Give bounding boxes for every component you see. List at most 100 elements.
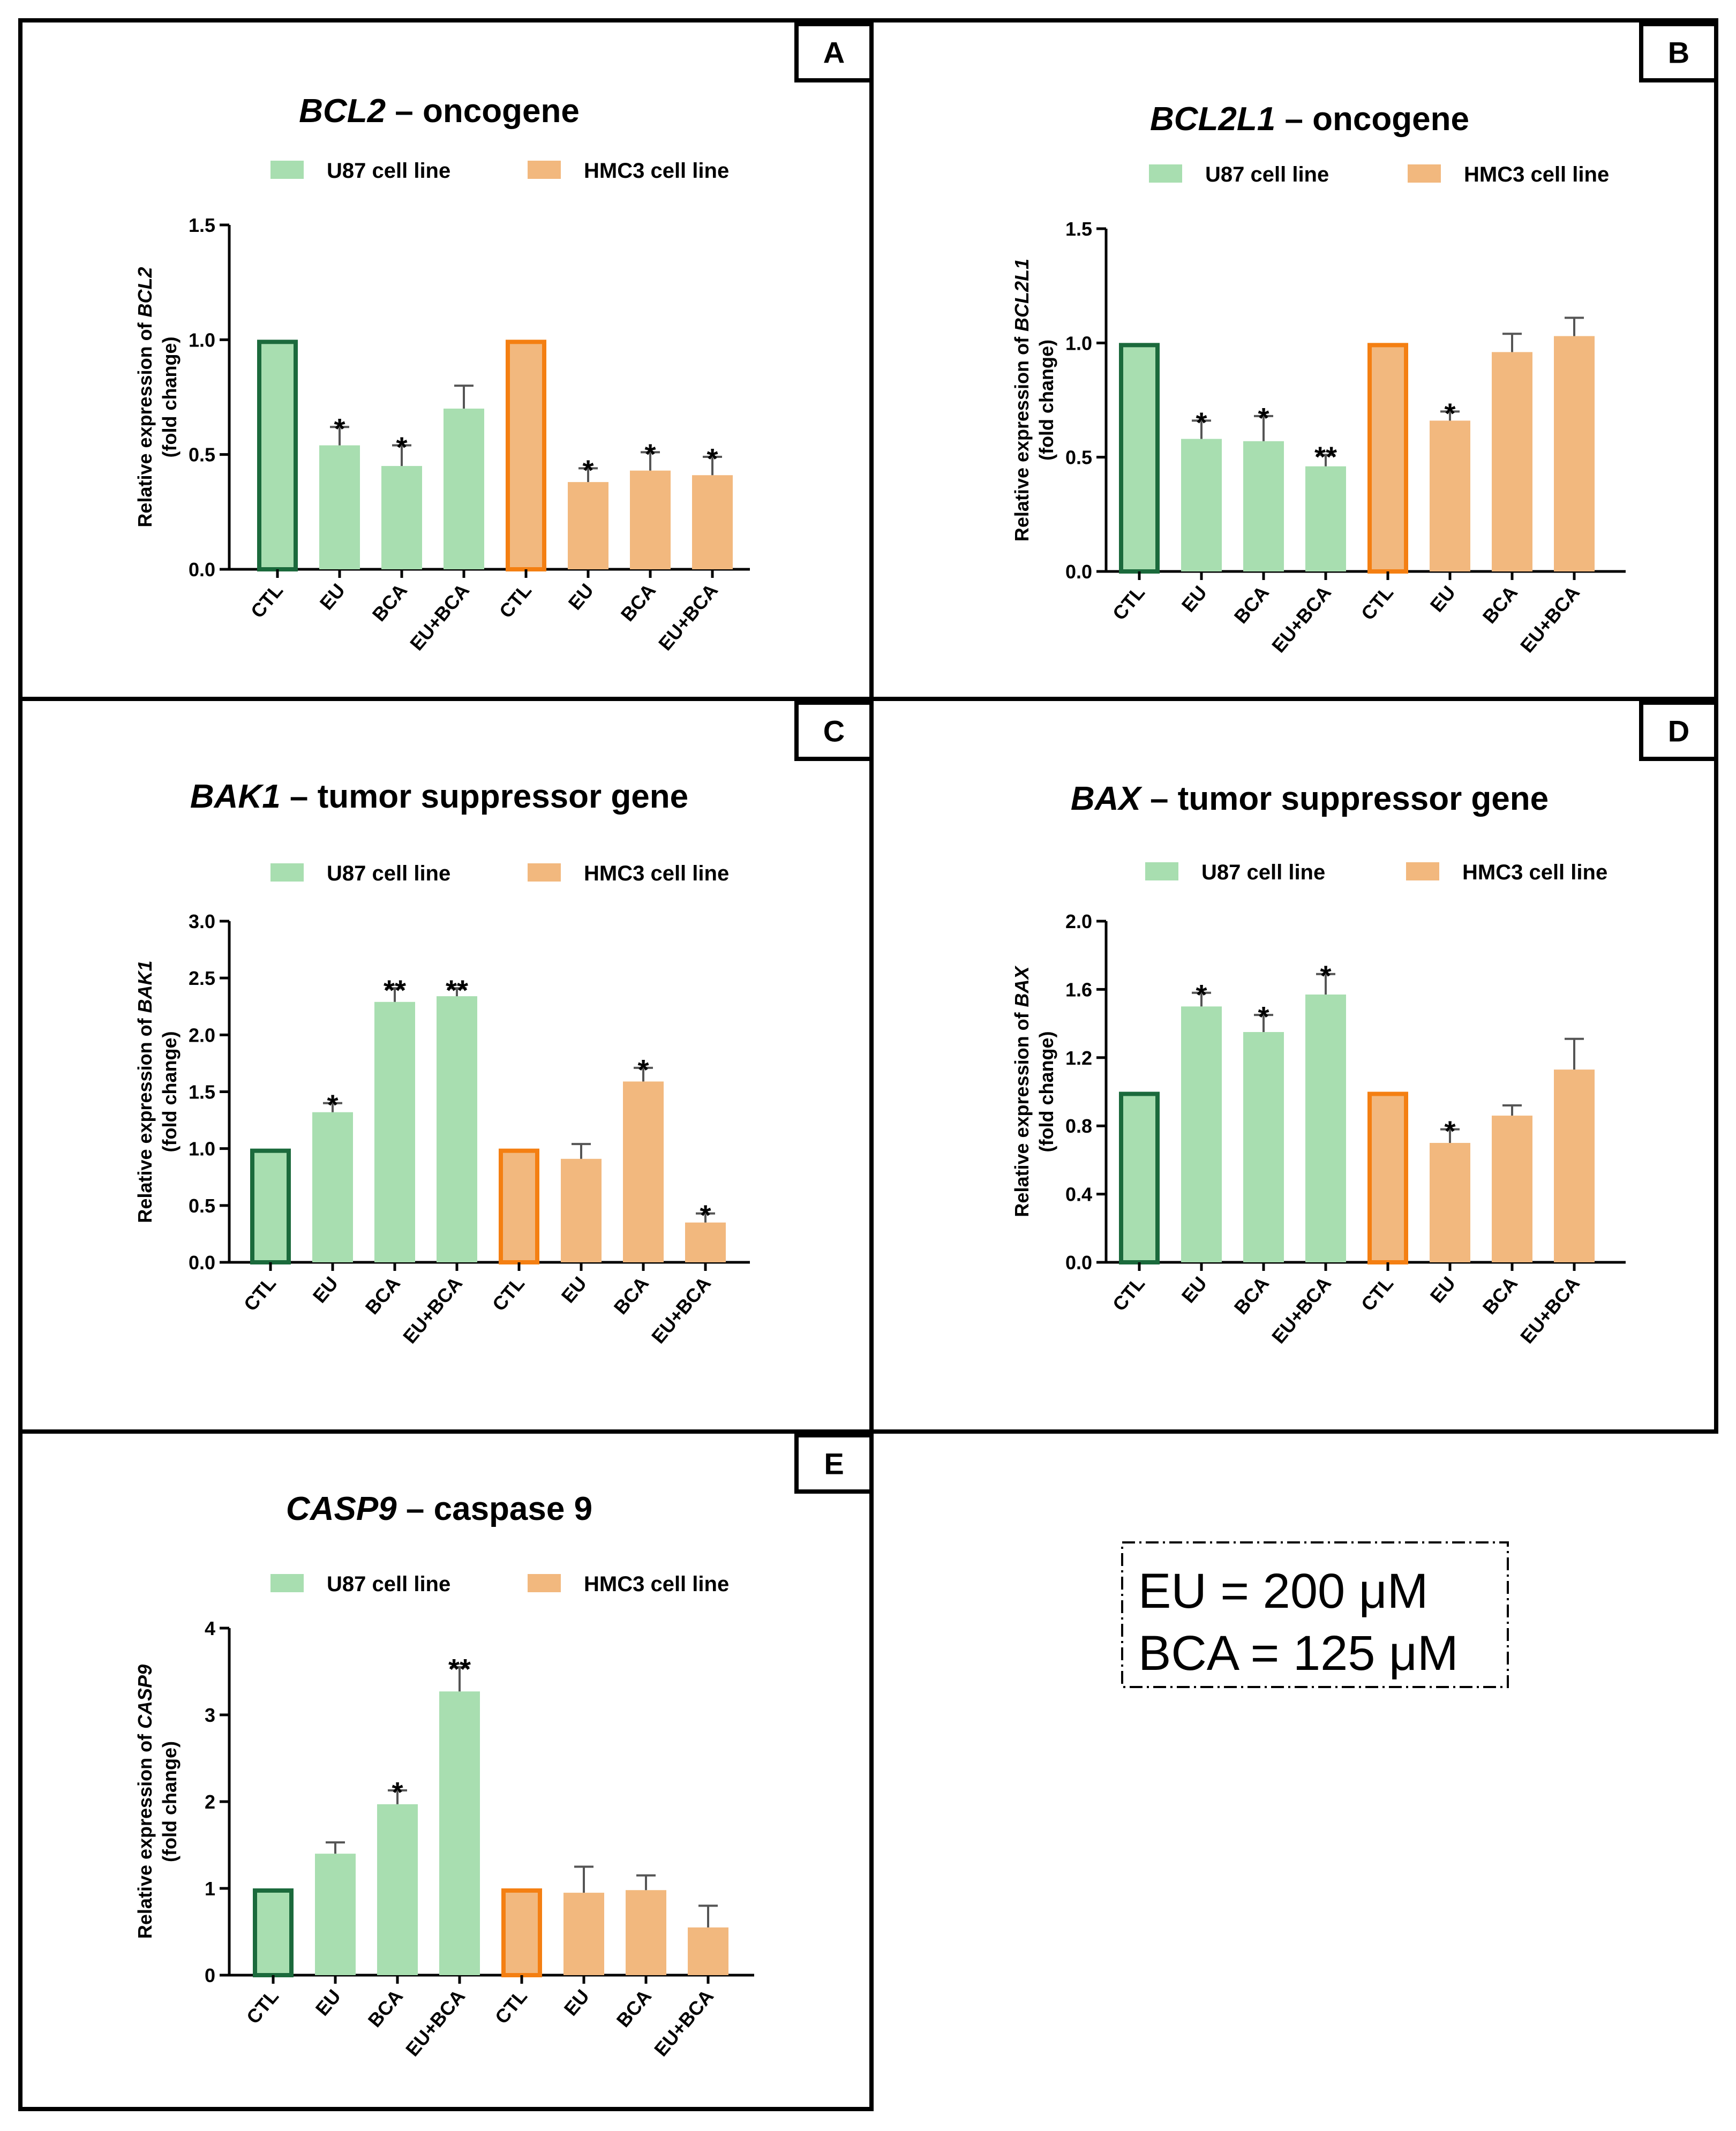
- legend-hmc3-swatch: [528, 161, 561, 179]
- significance-marker: *: [1196, 406, 1207, 439]
- legend-hmc3-label: HMC3 cell line: [584, 862, 729, 885]
- legend-u87: U87 cell line: [1145, 861, 1325, 884]
- y-tick-label: 0.4: [1065, 1184, 1092, 1206]
- y-axis-label-line2: (fold change): [1035, 1031, 1057, 1153]
- panel-letter-box: [794, 22, 874, 82]
- legend-u87-label: U87 cell line: [1201, 861, 1325, 884]
- bar-u87-bca: [377, 1804, 418, 1975]
- bar-hmc3-eu-bca: [1554, 336, 1595, 571]
- bar-hmc3-ctl: [501, 1888, 542, 1977]
- y-axis-label-line2: (fold change): [159, 337, 181, 458]
- legend-hmc3-swatch: [1408, 164, 1441, 183]
- chart-title-gene: BCL2: [299, 93, 386, 130]
- legend-u87-label: U87 cell line: [327, 1572, 450, 1596]
- panel-letter-box: [1639, 22, 1718, 82]
- y-axis-label-prefix: Relative expression of: [1011, 1007, 1033, 1217]
- bar-u87-bca: [1243, 1032, 1284, 1262]
- significance-marker: *: [1196, 979, 1207, 1011]
- chart-title-rest: – tumor suppressor gene: [281, 778, 688, 815]
- bar-hmc3-eu: [1430, 1143, 1470, 1262]
- legend-u87: U87 cell line: [270, 862, 450, 885]
- legend-hmc3-label: HMC3 cell line: [584, 159, 729, 183]
- y-axis-label-gene: CASP9: [134, 1665, 156, 1729]
- y-tick-label: 3.0: [189, 910, 215, 932]
- legend-u87-label: U87 cell line: [1205, 163, 1329, 186]
- bar-u87-eu-bca: [444, 408, 484, 569]
- chart-title-rest: – caspase 9: [397, 1490, 592, 1527]
- legend-u87: U87 cell line: [270, 1572, 450, 1596]
- bar-hmc3-ctl: [1367, 1091, 1408, 1264]
- legend-u87-label: U87 cell line: [327, 862, 450, 885]
- chart-title: CASP9 – caspase 9: [286, 1490, 592, 1527]
- chart-title: BAK1 – tumor suppressor gene: [190, 778, 688, 815]
- significance-marker: **: [448, 1653, 471, 1685]
- panel-letter: B: [1668, 36, 1689, 70]
- bar-u87-eu-bca: [1305, 994, 1346, 1262]
- y-tick-label: 0.0: [189, 559, 215, 581]
- bar-u87-eu-bca: [1305, 466, 1346, 571]
- bar-u87-eu: [319, 445, 360, 569]
- y-axis-label-prefix: Relative expression of: [134, 1729, 156, 1939]
- bar-u87-bca: [374, 1002, 415, 1262]
- y-tick-label: 1.2: [1065, 1047, 1092, 1069]
- concentration-note-box: [1121, 1541, 1509, 1688]
- bar-u87-eu-bca: [437, 996, 477, 1262]
- significance-marker: *: [637, 1054, 649, 1086]
- y-axis-label-prefix: Relative expression of: [134, 1013, 156, 1223]
- y-axis-label-line1: Relative expression of BAK1: [134, 960, 156, 1223]
- chart-title-gene: BAK1: [190, 778, 281, 815]
- significance-marker: *: [1258, 402, 1269, 434]
- panel-border: [869, 697, 1718, 1434]
- y-tick-label: 0.0: [1065, 1252, 1092, 1274]
- bar-u87-bca: [1243, 441, 1284, 571]
- bar-hmc3-eu-bca: [685, 1222, 726, 1262]
- panel-e: E CASP9 – caspase 9 U87 cell line HMC3 cell…: [18, 1429, 874, 2111]
- y-axis-label: Relative expression of BCL2(fold change): [134, 267, 181, 527]
- significance-marker: *: [1444, 1116, 1455, 1148]
- note-line-bca: BCA = 125 μM: [1138, 1626, 1459, 1681]
- y-axis-label-gene: BAX: [1011, 965, 1033, 1007]
- y-tick-label: 2.5: [189, 967, 215, 989]
- legend-hmc3: HMC3 cell line: [1406, 861, 1607, 884]
- y-axis-label-line1: Relative expression of BCL2: [134, 267, 156, 527]
- bar-u87-eu: [315, 1854, 356, 1975]
- bar-u87-bca: [381, 466, 422, 569]
- significance-marker: *: [1444, 397, 1455, 430]
- bar-u87-ctl: [250, 1148, 291, 1265]
- significance-marker: *: [392, 1776, 403, 1809]
- legend-u87-swatch: [1145, 862, 1178, 880]
- significance-marker: **: [446, 974, 468, 1006]
- y-tick-label: 4: [205, 1617, 215, 1639]
- panel-d: D BAX – tumor suppressor gene U87 cell lin…: [869, 697, 1718, 1434]
- concentration-note: EU = 200 μM BCA = 125 μM: [1121, 1541, 1509, 1688]
- bar-hmc3-bca: [626, 1890, 666, 1975]
- panel-letter: A: [823, 36, 845, 70]
- bar-u87-eu: [1181, 1006, 1222, 1262]
- y-tick-label: 2.0: [1065, 910, 1092, 932]
- bar-hmc3-ctl: [1367, 343, 1408, 574]
- chart-title-rest: – oncogene: [1275, 101, 1469, 138]
- chart-title-gene: CASP9: [286, 1490, 397, 1527]
- panel-border: [18, 1429, 874, 2111]
- bar-hmc3-bca: [630, 470, 671, 569]
- significance-marker: **: [384, 974, 406, 1006]
- panel-letter: D: [1668, 714, 1689, 748]
- bar-hmc3-eu: [561, 1158, 602, 1262]
- legend-u87-swatch: [270, 161, 304, 179]
- y-axis-label: Relative expression of CASP9(fold change…: [134, 1665, 181, 1939]
- legend-hmc3-label: HMC3 cell line: [584, 1572, 729, 1596]
- y-tick-label: 1.5: [189, 1081, 215, 1103]
- bar-u87-eu-bca: [439, 1691, 480, 1975]
- bar-hmc3-eu: [563, 1893, 604, 1975]
- bar-hmc3-eu: [1430, 420, 1470, 571]
- panel-letter: E: [824, 1447, 844, 1481]
- y-tick-label: 0.5: [189, 444, 215, 466]
- y-axis-label: Relative expression of BAX (fold change): [1011, 965, 1057, 1217]
- y-tick-label: 2: [205, 1791, 215, 1813]
- legend-hmc3-swatch: [528, 1574, 561, 1592]
- legend-hmc3: HMC3 cell line: [528, 159, 729, 183]
- y-tick-label: 1.6: [1065, 978, 1092, 1000]
- bar-hmc3-bca: [1492, 1116, 1532, 1262]
- y-tick-label: 1.5: [1065, 218, 1092, 240]
- y-tick-label: 0.0: [1065, 561, 1092, 583]
